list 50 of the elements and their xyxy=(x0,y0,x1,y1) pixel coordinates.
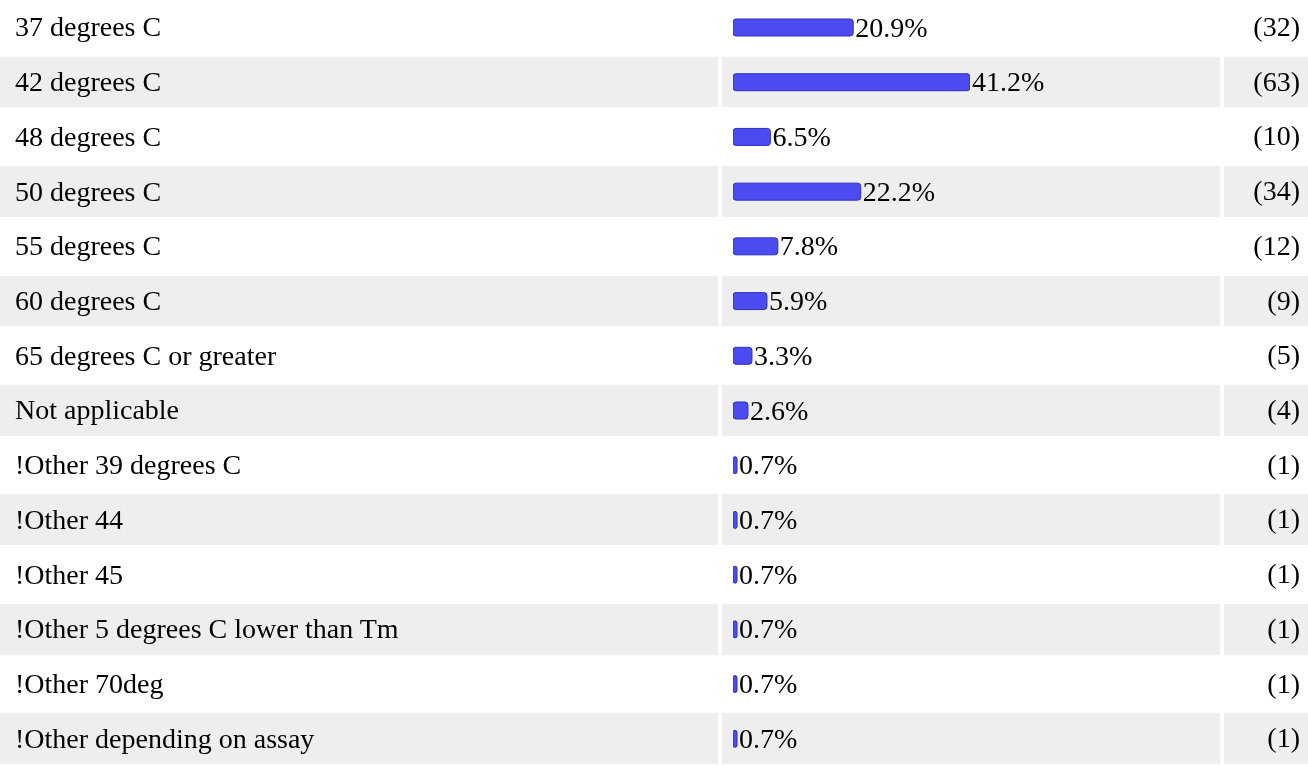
data-label: 0.7% xyxy=(739,722,798,754)
bar xyxy=(733,182,862,201)
data-label: 0.7% xyxy=(739,503,798,535)
y-tick-label: !Other 39 degrees C xyxy=(15,449,242,481)
bar xyxy=(733,18,854,37)
data-label: 20.9% xyxy=(855,11,928,43)
data-label: 7.8% xyxy=(779,230,839,262)
bar xyxy=(733,237,779,256)
y-tick-label: 42 degrees C xyxy=(15,66,162,98)
text: (32) xyxy=(1253,10,1300,44)
bar xyxy=(733,401,749,420)
y-tick-label: !Other 44 xyxy=(15,503,124,535)
text: (1) xyxy=(1267,666,1300,701)
data-label: 6.5% xyxy=(772,120,831,152)
data-label: 3.3% xyxy=(753,339,813,371)
y-tick-label: 60 degrees C xyxy=(15,284,162,316)
text: (9) xyxy=(1267,283,1300,318)
y-tick-label: 50 degrees C xyxy=(15,175,162,207)
text: (1) xyxy=(1267,611,1300,646)
y-tick-label: !Other depending on assay xyxy=(15,722,315,754)
bar xyxy=(733,292,768,311)
text: (12) xyxy=(1253,228,1300,263)
data-label: 0.7% xyxy=(739,558,798,590)
bar xyxy=(733,73,970,92)
y-tick-label: !Other 5 degrees C lower than Tm xyxy=(15,613,399,645)
bar xyxy=(733,346,753,365)
text: (10) xyxy=(1253,119,1300,154)
text: (63) xyxy=(1253,64,1300,99)
text: (34) xyxy=(1253,174,1300,209)
bar xyxy=(733,127,771,146)
y-tick-label: 48 degrees C xyxy=(15,120,162,152)
text: (5) xyxy=(1267,338,1300,373)
text: (1) xyxy=(1267,721,1300,756)
y-tick-label: Not applicable xyxy=(15,394,180,426)
data-label: 0.7% xyxy=(739,449,798,481)
y-tick-label: !Other 45 xyxy=(15,558,124,590)
data-label: 5.9% xyxy=(768,285,828,317)
data-label: 22.2% xyxy=(862,175,936,207)
data-label: 41.2% xyxy=(972,66,1045,98)
y-tick-label: 65 degrees C or greater xyxy=(15,339,277,371)
data-label: 0.7% xyxy=(739,613,798,645)
data-label: 0.7% xyxy=(739,668,798,700)
y-tick-label: 55 degrees C xyxy=(15,230,162,262)
text: (1) xyxy=(1267,557,1300,592)
text: (1) xyxy=(1267,447,1300,482)
text: (4) xyxy=(1267,393,1300,427)
text: (1) xyxy=(1267,502,1300,537)
data-label: 2.6% xyxy=(749,394,809,426)
y-tick-label: !Other 70deg xyxy=(15,667,164,699)
y-tick-label: 37 degrees C xyxy=(15,11,162,43)
